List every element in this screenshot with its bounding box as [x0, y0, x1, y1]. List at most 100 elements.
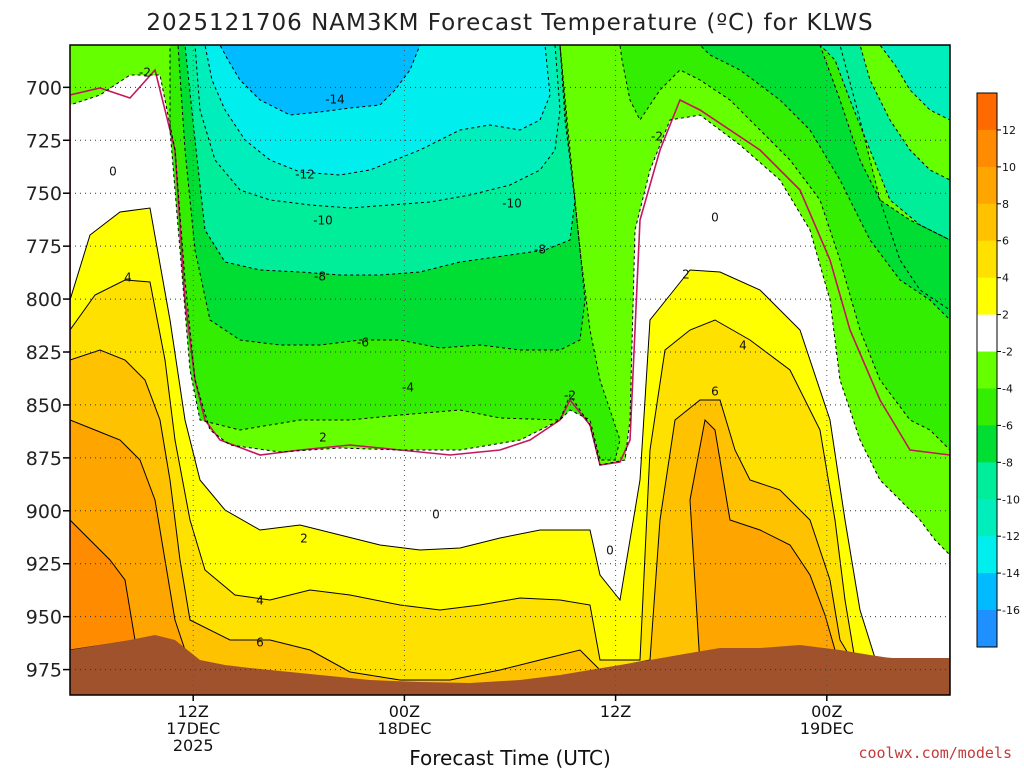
colorbar-label-0: 12 — [1002, 124, 1016, 137]
colorbar-band-14 — [977, 610, 997, 648]
plot-border — [69, 44, 951, 696]
colorbar-border — [976, 92, 998, 648]
contour-line-2 — [70, 279, 950, 695]
contour-label-12: 2 — [319, 431, 327, 445]
contour-label-21: 4 — [739, 339, 747, 353]
y-tick-label-8: 900 — [26, 501, 62, 523]
contour-line-0 — [70, 68, 950, 695]
colorbar-band-11 — [977, 499, 997, 537]
colorbar-band-13 — [977, 573, 997, 611]
contour-label-18: -2 — [651, 130, 663, 144]
colorbar: 12 10 8 6 4 2 -2 -4 -6 -8 -10 -12 -14 -16 — [976, 92, 1020, 648]
x-tick-label-3-1: 19DEC — [800, 719, 854, 738]
y-tick-label-10: 950 — [26, 607, 62, 629]
contour-line-11 — [204, 45, 551, 176]
y-tick-label-1: 725 — [26, 130, 62, 152]
colorbar-label-7: -4 — [1002, 382, 1013, 395]
ground-terrain — [70, 635, 950, 695]
contour-line-6 — [70, 45, 950, 556]
contour-label-10: -4 — [402, 381, 414, 395]
colorbar-band-8 — [977, 388, 997, 426]
colorbar-band-10 — [977, 462, 997, 500]
colorbar-band-12 — [977, 536, 997, 574]
contour-label-17: 0 — [606, 544, 614, 558]
colorbar-label-9: -8 — [1002, 456, 1013, 469]
y-tick-label-6: 850 — [26, 395, 62, 417]
gridlines — [70, 45, 950, 695]
colorbar-band-2 — [977, 166, 997, 205]
contour-label-2: -12 — [295, 168, 315, 182]
contour-label-7: -8 — [534, 243, 546, 257]
contour-label-5: -10 — [502, 197, 522, 211]
contour-label-16: 6 — [256, 636, 264, 650]
colorbar-band-3 — [977, 203, 997, 242]
contour-label-8: 4 — [124, 271, 132, 285]
colorbar-label-6: -2 — [1002, 346, 1013, 359]
colorbar-band-5 — [977, 277, 997, 316]
x-tick-label-2-0: 12Z — [600, 702, 631, 721]
colorbar-band-9 — [977, 425, 997, 463]
contour-line-5 — [70, 519, 136, 651]
colorbar-label-1: 10 — [1002, 161, 1016, 174]
contour-label-0: -2 — [139, 66, 151, 80]
x-axis-ticks: 12Z17DEC202500Z18DEC12Z00Z19DEC12Z — [166, 695, 1024, 755]
contour-label-15: 4 — [256, 594, 264, 608]
contour-label-3: 0 — [109, 165, 117, 179]
y-tick-label-3: 775 — [26, 236, 62, 258]
contour-line-1 — [70, 207, 950, 695]
colorbar-label-10: -10 — [1002, 493, 1020, 506]
chart-title: 2025121706 NAM3KM Forecast Temperature (… — [146, 10, 873, 36]
colorbar-band-0 — [977, 93, 997, 131]
contour-line-8 — [177, 45, 950, 351]
plot-area: -2 -14 -12 0 -10 -10 -8 -8 4 -6 -4 -2 2 0 2 4 6 0 -2 0 2 4 6 — [70, 45, 950, 695]
contour-line-3 — [70, 349, 950, 695]
colorbar-label-13: -16 — [1002, 604, 1020, 617]
x-tick-label-1-0: 00Z — [389, 702, 420, 721]
y-tick-label-7: 875 — [26, 448, 62, 470]
y-tick-label-5: 825 — [26, 342, 62, 364]
y-tick-label-4: 800 — [26, 289, 62, 311]
colorbar-label-12: -14 — [1002, 567, 1020, 580]
contour-label-14: 2 — [300, 532, 308, 546]
colorbar-band-4 — [977, 240, 997, 279]
fill-band-10-12 — [70, 520, 135, 650]
y-tick-label-11: 975 — [26, 660, 62, 682]
cold-temperature-fills — [70, 45, 950, 555]
y-tick-label-2: 750 — [26, 183, 62, 205]
contour-label-6: -8 — [314, 270, 326, 284]
colorbar-label-5: 2 — [1002, 309, 1009, 322]
contour-label-22: 6 — [711, 385, 719, 399]
contour-label-1: -14 — [325, 93, 345, 107]
colorbar-label-2: 8 — [1002, 198, 1009, 211]
contour-label-9: -6 — [357, 336, 369, 350]
x-tick-label-3-0: 00Z — [811, 702, 842, 721]
contour-label-4: -10 — [313, 214, 333, 228]
y-tick-label-0: 700 — [26, 77, 62, 99]
contour-line-7 — [169, 45, 950, 461]
colorbar-band-1 — [977, 129, 997, 168]
colorbar-label-11: -12 — [1002, 530, 1020, 543]
contour-line-10 — [194, 45, 950, 209]
credit-text: coolwx.com/models — [858, 744, 1012, 762]
x-tick-label-0-0: 12Z — [178, 702, 209, 721]
warm-temperature-fills — [70, 70, 950, 695]
colorbar-label-4: 4 — [1002, 272, 1009, 285]
contour-label-11: -2 — [564, 389, 576, 403]
x-tick-label-0-2: 2025 — [173, 736, 214, 755]
colorbar-band-6 — [977, 314, 997, 353]
colorbar-label-3: 6 — [1002, 235, 1009, 248]
x-tick-label-4-0: 12Z — [1022, 702, 1024, 721]
x-tick-label-0-1: 17DEC — [166, 719, 220, 738]
y-axis-ticks: 700 725 750 775 800 825 850 875 900 925 950 975 — [26, 77, 70, 682]
x-tick-label-1-1: 18DEC — [377, 719, 431, 738]
x-axis-label: Forecast Time (UTC) — [409, 746, 611, 768]
contour-line-9 — [184, 45, 950, 276]
contour-label-19: 0 — [711, 211, 719, 225]
contour-line-12 — [219, 45, 421, 116]
colorbar-band-7 — [977, 351, 997, 389]
y-tick-label-9: 925 — [26, 554, 62, 576]
fill-band-minus14 — [220, 45, 420, 115]
colorbar-label-8: -6 — [1002, 419, 1013, 432]
contour-label-13: 0 — [432, 508, 440, 522]
contour-labels: -2 -14 -12 0 -10 -10 -8 -8 4 -6 -4 -2 2 0 2 4 6 0 -2 0 2 4 6 — [109, 66, 747, 650]
